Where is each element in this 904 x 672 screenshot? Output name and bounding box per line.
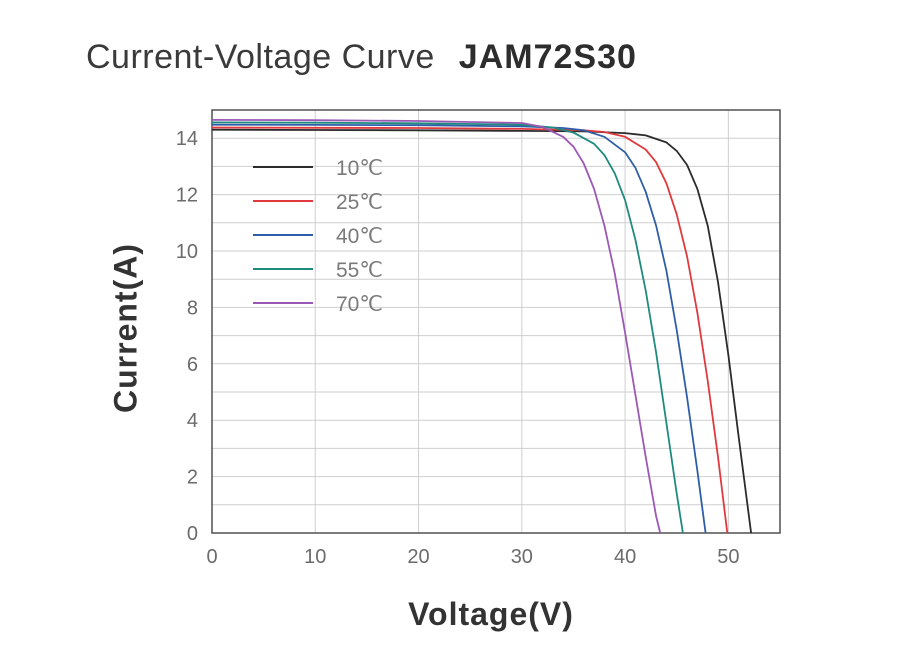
chart-title-main: Current-Voltage Curve <box>86 38 435 76</box>
legend-label-55c: 55℃ <box>336 259 383 282</box>
plot-frame <box>211 109 781 534</box>
x-tick-label: 30 <box>511 546 533 568</box>
iv-curve-40c <box>211 123 707 534</box>
iv-curve-10c <box>211 128 752 534</box>
x-tick-labels: 0 10 20 30 40 50 <box>206 546 739 568</box>
y-tick-label: 8 <box>187 297 198 319</box>
y-tick-label: 12 <box>176 185 198 207</box>
legend-label-70c: 70℃ <box>336 293 383 316</box>
y-tick-label: 4 <box>187 410 198 432</box>
chart-title: Current-Voltage Curve JAM72S30 <box>86 38 637 77</box>
legend-label-10c: 10℃ <box>336 157 383 180</box>
legend: 10℃ 25℃ 40℃ 55℃ 70℃ <box>253 157 383 316</box>
y-tick-label: 0 <box>187 523 198 545</box>
x-tick-label: 40 <box>614 546 636 568</box>
legend-label-25c: 25℃ <box>336 191 383 214</box>
iv-curve-25c <box>211 126 729 534</box>
y-tick-label: 6 <box>187 354 198 376</box>
chart-title-model: JAM72S30 <box>458 38 637 76</box>
x-tick-label: 20 <box>407 546 429 568</box>
legend-label-40c: 40℃ <box>336 225 383 248</box>
y-axis-label: Current(A) <box>107 243 144 413</box>
x-tick-label: 0 <box>206 546 217 568</box>
y-tick-label: 10 <box>176 241 198 263</box>
x-tick-label: 50 <box>717 546 739 568</box>
y-tick-label: 14 <box>176 128 198 150</box>
iv-curves <box>211 119 752 534</box>
y-tick-label: 2 <box>187 467 198 489</box>
iv-curve-70c <box>211 119 662 534</box>
grid-lines <box>212 110 780 533</box>
iv-curve-55c <box>211 121 684 534</box>
x-axis-label: Voltage(V) <box>408 596 574 632</box>
y-tick-labels: 0 2 4 6 8 10 12 14 <box>176 128 198 545</box>
x-tick-label: 10 <box>304 546 326 568</box>
